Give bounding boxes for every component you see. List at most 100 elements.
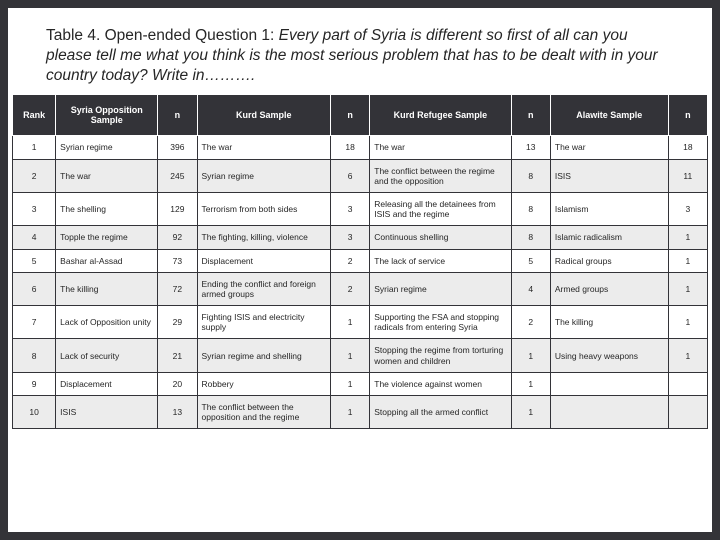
table-row: 6The killing72Ending the conflict and fo… bbox=[13, 272, 708, 305]
cell-rank: 6 bbox=[13, 272, 56, 305]
cell-s1: ISIS bbox=[56, 396, 158, 429]
cell-s2: The fighting, killing, violence bbox=[197, 226, 330, 249]
cell-n2: 18 bbox=[331, 136, 370, 159]
cell-s1: The war bbox=[56, 159, 158, 192]
cell-n2: 2 bbox=[331, 249, 370, 272]
cell-n1: 245 bbox=[158, 159, 197, 192]
cell-n3: 8 bbox=[511, 192, 550, 225]
cell-n2: 1 bbox=[331, 306, 370, 339]
cell-s2: Displacement bbox=[197, 249, 330, 272]
title-prefix: Table 4. Open-ended Question 1: bbox=[46, 27, 279, 44]
cell-n4: 11 bbox=[668, 159, 707, 192]
col-n3: n bbox=[511, 95, 550, 136]
cell-s2: Terrorism from both sides bbox=[197, 192, 330, 225]
cell-n1: 72 bbox=[158, 272, 197, 305]
cell-n4 bbox=[668, 372, 707, 395]
cell-n1: 73 bbox=[158, 249, 197, 272]
cell-s2: Syrian regime and shelling bbox=[197, 339, 330, 372]
cell-rank: 4 bbox=[13, 226, 56, 249]
cell-rank: 10 bbox=[13, 396, 56, 429]
cell-rank: 5 bbox=[13, 249, 56, 272]
cell-n3: 8 bbox=[511, 159, 550, 192]
cell-s3: Releasing all the detainees from ISIS an… bbox=[370, 192, 511, 225]
table-row: 8Lack of security21Syrian regime and she… bbox=[13, 339, 708, 372]
cell-rank: 7 bbox=[13, 306, 56, 339]
cell-s3: Supporting the FSA and stopping radicals… bbox=[370, 306, 511, 339]
cell-s4: Islamism bbox=[550, 192, 668, 225]
cell-n2: 1 bbox=[331, 372, 370, 395]
col-syria-opposition: Syria Opposition Sample bbox=[56, 95, 158, 136]
table-row: 10ISIS13The conflict between the opposit… bbox=[13, 396, 708, 429]
cell-n2: 2 bbox=[331, 272, 370, 305]
cell-n1: 13 bbox=[158, 396, 197, 429]
cell-n3: 1 bbox=[511, 396, 550, 429]
cell-s1: Syrian regime bbox=[56, 136, 158, 159]
cell-n4: 1 bbox=[668, 226, 707, 249]
header-row: Rank Syria Opposition Sample n Kurd Samp… bbox=[13, 95, 708, 136]
cell-s1: The shelling bbox=[56, 192, 158, 225]
cell-s4: The war bbox=[550, 136, 668, 159]
cell-rank: 8 bbox=[13, 339, 56, 372]
col-kurd-refugee: Kurd Refugee Sample bbox=[370, 95, 511, 136]
cell-n1: 29 bbox=[158, 306, 197, 339]
cell-s2: The conflict between the opposition and … bbox=[197, 396, 330, 429]
table-title: Table 4. Open-ended Question 1: Every pa… bbox=[46, 26, 674, 86]
cell-n3: 5 bbox=[511, 249, 550, 272]
table-row: 4Topple the regime92The fighting, killin… bbox=[13, 226, 708, 249]
cell-s3: Stopping all the armed conflict bbox=[370, 396, 511, 429]
cell-n2: 3 bbox=[331, 192, 370, 225]
cell-n3: 13 bbox=[511, 136, 550, 159]
cell-s3: The war bbox=[370, 136, 511, 159]
col-alawite: Alawite Sample bbox=[550, 95, 668, 136]
slide: Table 4. Open-ended Question 1: Every pa… bbox=[0, 0, 720, 540]
cell-n2: 6 bbox=[331, 159, 370, 192]
cell-n3: 2 bbox=[511, 306, 550, 339]
table-row: 7Lack of Opposition unity29Fighting ISIS… bbox=[13, 306, 708, 339]
cell-n1: 129 bbox=[158, 192, 197, 225]
cell-n4: 1 bbox=[668, 249, 707, 272]
cell-s2: The war bbox=[197, 136, 330, 159]
col-n2: n bbox=[331, 95, 370, 136]
cell-s1: Lack of Opposition unity bbox=[56, 306, 158, 339]
table-row: 9Displacement20Robbery1The violence agai… bbox=[13, 372, 708, 395]
cell-s1: Bashar al-Assad bbox=[56, 249, 158, 272]
cell-s4 bbox=[550, 396, 668, 429]
cell-s1: Displacement bbox=[56, 372, 158, 395]
cell-n4: 1 bbox=[668, 306, 707, 339]
cell-s2: Ending the conflict and foreign armed gr… bbox=[197, 272, 330, 305]
table-row: 3The shelling129Terrorism from both side… bbox=[13, 192, 708, 225]
cell-n2: 1 bbox=[331, 339, 370, 372]
cell-n1: 396 bbox=[158, 136, 197, 159]
cell-rank: 3 bbox=[13, 192, 56, 225]
table-row: 2The war245Syrian regime6The conflict be… bbox=[13, 159, 708, 192]
cell-n2: 3 bbox=[331, 226, 370, 249]
col-rank: Rank bbox=[13, 95, 56, 136]
cell-n4: 1 bbox=[668, 272, 707, 305]
cell-n1: 21 bbox=[158, 339, 197, 372]
table-body: 1Syrian regime396The war18The war13The w… bbox=[13, 136, 708, 429]
cell-rank: 2 bbox=[13, 159, 56, 192]
cell-n1: 92 bbox=[158, 226, 197, 249]
cell-s4: Islamic radicalism bbox=[550, 226, 668, 249]
cell-s2: Robbery bbox=[197, 372, 330, 395]
cell-s4: Armed groups bbox=[550, 272, 668, 305]
cell-s4 bbox=[550, 372, 668, 395]
cell-s3: The lack of service bbox=[370, 249, 511, 272]
cell-n4: 1 bbox=[668, 339, 707, 372]
table-wrap: Rank Syria Opposition Sample n Kurd Samp… bbox=[8, 94, 712, 429]
cell-n3: 4 bbox=[511, 272, 550, 305]
table-row: 1Syrian regime396The war18The war13The w… bbox=[13, 136, 708, 159]
cell-n1: 20 bbox=[158, 372, 197, 395]
table-row: 5Bashar al-Assad73Displacement2The lack … bbox=[13, 249, 708, 272]
cell-n2: 1 bbox=[331, 396, 370, 429]
cell-s3: Stopping the regime from torturing women… bbox=[370, 339, 511, 372]
cell-s2: Fighting ISIS and electricity supply bbox=[197, 306, 330, 339]
cell-n3: 1 bbox=[511, 339, 550, 372]
cell-s3: Syrian regime bbox=[370, 272, 511, 305]
cell-s3: Continuous shelling bbox=[370, 226, 511, 249]
data-table: Rank Syria Opposition Sample n Kurd Samp… bbox=[12, 94, 708, 429]
cell-s4: The killing bbox=[550, 306, 668, 339]
cell-s4: Using heavy weapons bbox=[550, 339, 668, 372]
cell-rank: 9 bbox=[13, 372, 56, 395]
cell-n4: 3 bbox=[668, 192, 707, 225]
